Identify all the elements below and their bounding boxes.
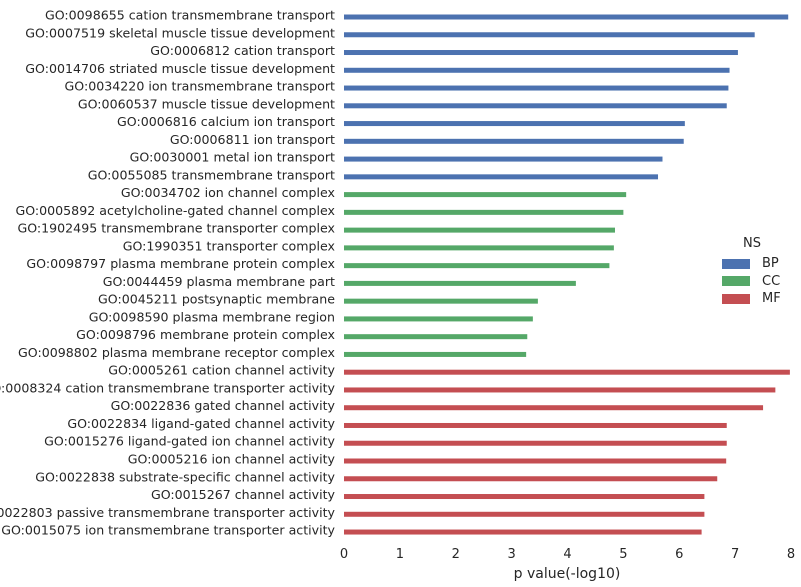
y-tick-label-5: GO:0060537 muscle tissue development: [78, 96, 335, 111]
y-tick-label-3: GO:0014706 striated muscle tissue develo…: [25, 61, 335, 76]
bar-13: [344, 245, 614, 251]
bar-8: [344, 156, 663, 162]
y-tick-label-29: GO:0015075 ion transmembrane transporter…: [1, 523, 335, 538]
y-tick-label-26: GO:0022838 substrate-specific channel ac…: [35, 469, 335, 484]
bar-23: [344, 422, 727, 428]
y-tick-label-1: GO:0007519 skeletal muscle tissue develo…: [25, 25, 335, 40]
x-tick-labels: 0 1 2 3 4 5 6 7 8: [340, 547, 795, 562]
x-tick-label-5: 5: [619, 547, 627, 562]
bar-2: [344, 50, 738, 56]
legend-swatch-bp: [722, 258, 750, 269]
x-tick-label-7: 7: [731, 547, 739, 562]
bar-15: [344, 280, 576, 286]
x-tick-label-3: 3: [507, 547, 515, 562]
y-tick-label-18: GO:0098796 membrane protein complex: [76, 327, 335, 342]
bar-3: [344, 67, 730, 73]
bar-25: [344, 458, 727, 464]
legend: NS BP CC MF: [722, 236, 782, 308]
y-tick-label-14: GO:0098797 plasma membrane protein compl…: [26, 256, 335, 271]
bar-28: [344, 511, 705, 517]
bar-29: [344, 529, 702, 535]
y-tick-label-12: GO:1902495 transmembrane transporter com…: [17, 221, 335, 236]
bar-1: [344, 32, 755, 38]
bars-group: [344, 14, 790, 535]
bar-22: [344, 405, 764, 411]
bar-4: [344, 85, 729, 91]
y-tick-label-13: GO:1990351 transporter complex: [123, 238, 336, 253]
y-tick-label-0: GO:0098655 cation transmembrane transpor…: [45, 8, 335, 23]
y-tick-label-24: GO:0015276 ligand-gated ion channel acti…: [44, 434, 335, 449]
bar-18: [344, 334, 528, 340]
y-tick-label-15: GO:0044459 plasma membrane part: [103, 274, 335, 289]
legend-item-mf: MF: [722, 290, 782, 308]
y-tick-label-2: GO:0006812 cation transport: [150, 43, 335, 58]
bar-19: [344, 351, 527, 357]
bar-24: [344, 440, 727, 446]
y-tick-label-6: GO:0006816 calcium ion transport: [117, 114, 335, 129]
bar-12: [344, 227, 615, 233]
bar-14: [344, 263, 610, 269]
y-tick-label-28: GO:0022803 passive transmembrane transpo…: [0, 505, 336, 520]
x-tick-label-1: 1: [396, 547, 404, 562]
bar-26: [344, 476, 718, 482]
legend-label-bp: BP: [762, 256, 779, 272]
legend-item-bp: BP: [722, 255, 782, 273]
bar-5: [344, 103, 727, 109]
y-tick-label-7: GO:0006811 ion transport: [170, 132, 335, 147]
y-tick-label-22: GO:0022836 gated channel activity: [111, 398, 336, 413]
y-tick-label-27: GO:0015267 channel activity: [151, 487, 336, 502]
y-tick-label-17: GO:0098590 plasma membrane region: [89, 309, 335, 324]
bar-17: [344, 316, 533, 322]
y-tick-label-20: GO:0005261 cation channel activity: [108, 363, 335, 378]
legend-swatch-cc: [722, 276, 750, 287]
y-tick-label-21: GO:0008324 cation transmembrane transpor…: [0, 380, 336, 395]
x-tick-label-8: 8: [787, 547, 795, 562]
y-tick-label-4: GO:0034220 ion transmembrane transport: [65, 79, 336, 94]
y-tick-label-19: GO:0098802 plasma membrane receptor comp…: [18, 345, 336, 360]
legend-label-cc: CC: [762, 273, 781, 289]
y-tick-label-8: GO:0030001 metal ion transport: [130, 150, 335, 165]
bar-6: [344, 121, 685, 127]
legend-label-mf: MF: [762, 291, 781, 307]
bar-27: [344, 494, 705, 500]
y-tick-label-10: GO:0034702 ion channel complex: [121, 185, 336, 200]
y-tick-label-16: GO:0045211 postsynaptic membrane: [98, 292, 335, 307]
bar-10: [344, 192, 627, 198]
legend-item-cc: CC: [722, 273, 782, 291]
bar-21: [344, 387, 776, 393]
bar-11: [344, 209, 624, 215]
x-tick-label-2: 2: [452, 547, 460, 562]
y-tick-label-25: GO:0005216 ion channel activity: [128, 452, 336, 467]
x-tick-label-4: 4: [563, 547, 571, 562]
legend-swatch-mf: [722, 293, 750, 304]
y-tick-label-11: GO:0005892 acetylcholine-gated channel c…: [15, 203, 335, 218]
bar-20: [344, 369, 790, 375]
x-tick-label-0: 0: [340, 547, 348, 562]
legend-title: NS: [743, 236, 761, 251]
bar-7: [344, 138, 684, 144]
bar-9: [344, 174, 659, 180]
y-tick-labels: GO:0098655 cation transmembrane transpor…: [0, 8, 336, 538]
x-axis-label: p value(-log10): [514, 566, 621, 582]
y-tick-label-23: GO:0022834 ligand-gated channel activity: [67, 416, 335, 431]
bar-16: [344, 298, 538, 304]
y-tick-label-9: GO:0055085 transmembrane transport: [88, 167, 335, 182]
bar-0: [344, 14, 789, 20]
x-tick-label-6: 6: [675, 547, 683, 562]
